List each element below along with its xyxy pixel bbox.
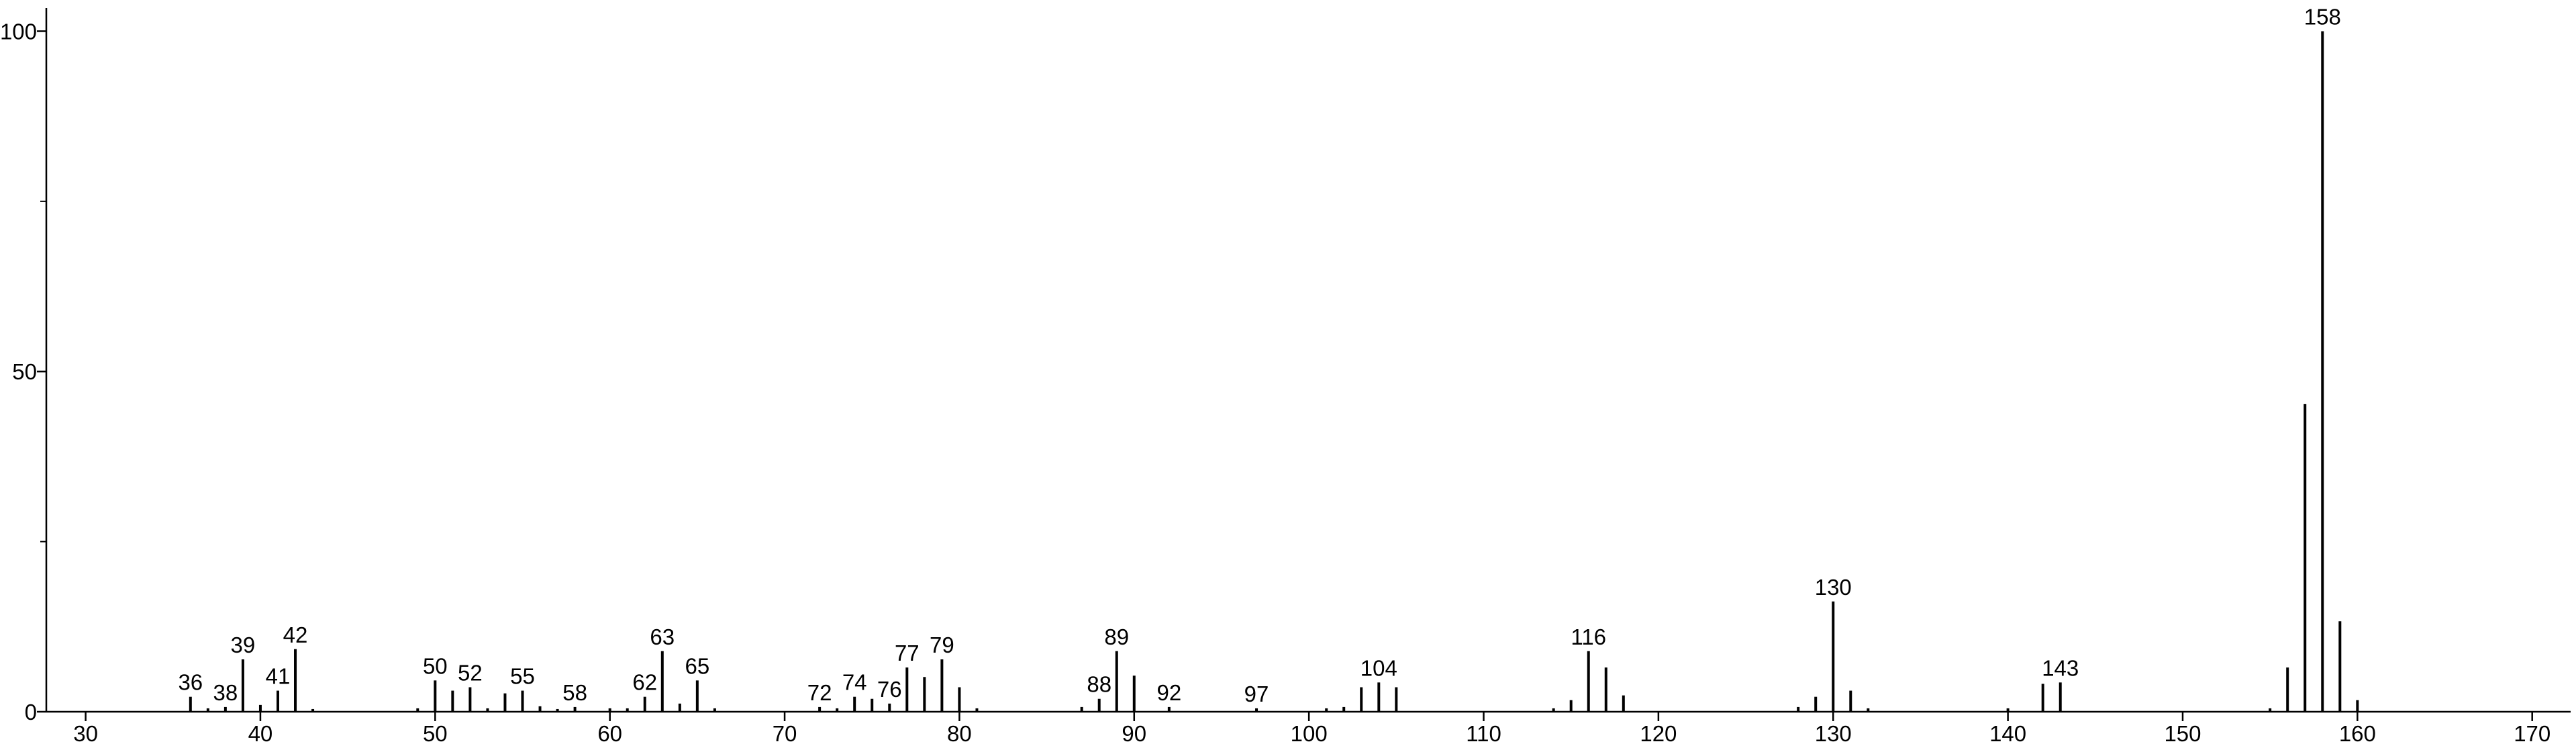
peak-label: 52 (458, 661, 483, 686)
peak-label: 42 (283, 622, 308, 647)
peak-label: 104 (1360, 655, 1397, 680)
peak-label: 63 (650, 624, 675, 649)
peak-label: 74 (842, 670, 867, 695)
x-tick-label: 130 (1815, 721, 1852, 746)
x-tick-label: 60 (597, 721, 622, 746)
y-tick-label: 0 (25, 700, 37, 724)
peak-label: 50 (423, 653, 448, 678)
x-tick-label: 30 (73, 721, 98, 746)
peak-label: 130 (1815, 575, 1852, 600)
peak-label: 79 (930, 633, 954, 657)
peak-label: 72 (807, 680, 832, 705)
x-tick-label: 160 (2339, 721, 2376, 746)
peak-label: 38 (213, 680, 238, 705)
x-tick-label: 70 (773, 721, 797, 746)
peak-label: 58 (562, 680, 587, 705)
y-tick-label: 100 (0, 19, 37, 44)
peak-label: 77 (895, 641, 920, 665)
peak-label: 158 (2304, 4, 2341, 29)
peak-label: 89 (1104, 624, 1129, 649)
peak-label: 41 (266, 664, 291, 689)
peak-label: 65 (685, 653, 710, 678)
x-tick-label: 140 (1989, 721, 2026, 746)
peak-label: 62 (632, 670, 657, 695)
x-tick-label: 150 (2164, 721, 2201, 746)
peak-label: 116 (1571, 624, 1606, 649)
peak-label: 92 (1156, 680, 1181, 705)
peak-label: 76 (877, 677, 902, 702)
x-tick-label: 170 (2514, 721, 2550, 746)
x-tick-label: 90 (1122, 721, 1146, 746)
y-tick-label: 50 (12, 359, 37, 384)
peak-label: 143 (2042, 655, 2079, 680)
peak-label: 55 (510, 664, 535, 689)
peak-label: 97 (1244, 682, 1269, 706)
x-tick-label: 100 (1291, 721, 1328, 746)
x-tick-label: 50 (423, 721, 448, 746)
x-tick-label: 80 (947, 721, 972, 746)
peak-label: 36 (178, 670, 203, 695)
x-tick-label: 120 (1640, 721, 1677, 746)
x-tick-label: 40 (248, 721, 273, 746)
peak-label: 39 (231, 633, 256, 657)
peak-label: 88 (1087, 672, 1111, 697)
x-tick-label: 110 (1466, 721, 1501, 746)
